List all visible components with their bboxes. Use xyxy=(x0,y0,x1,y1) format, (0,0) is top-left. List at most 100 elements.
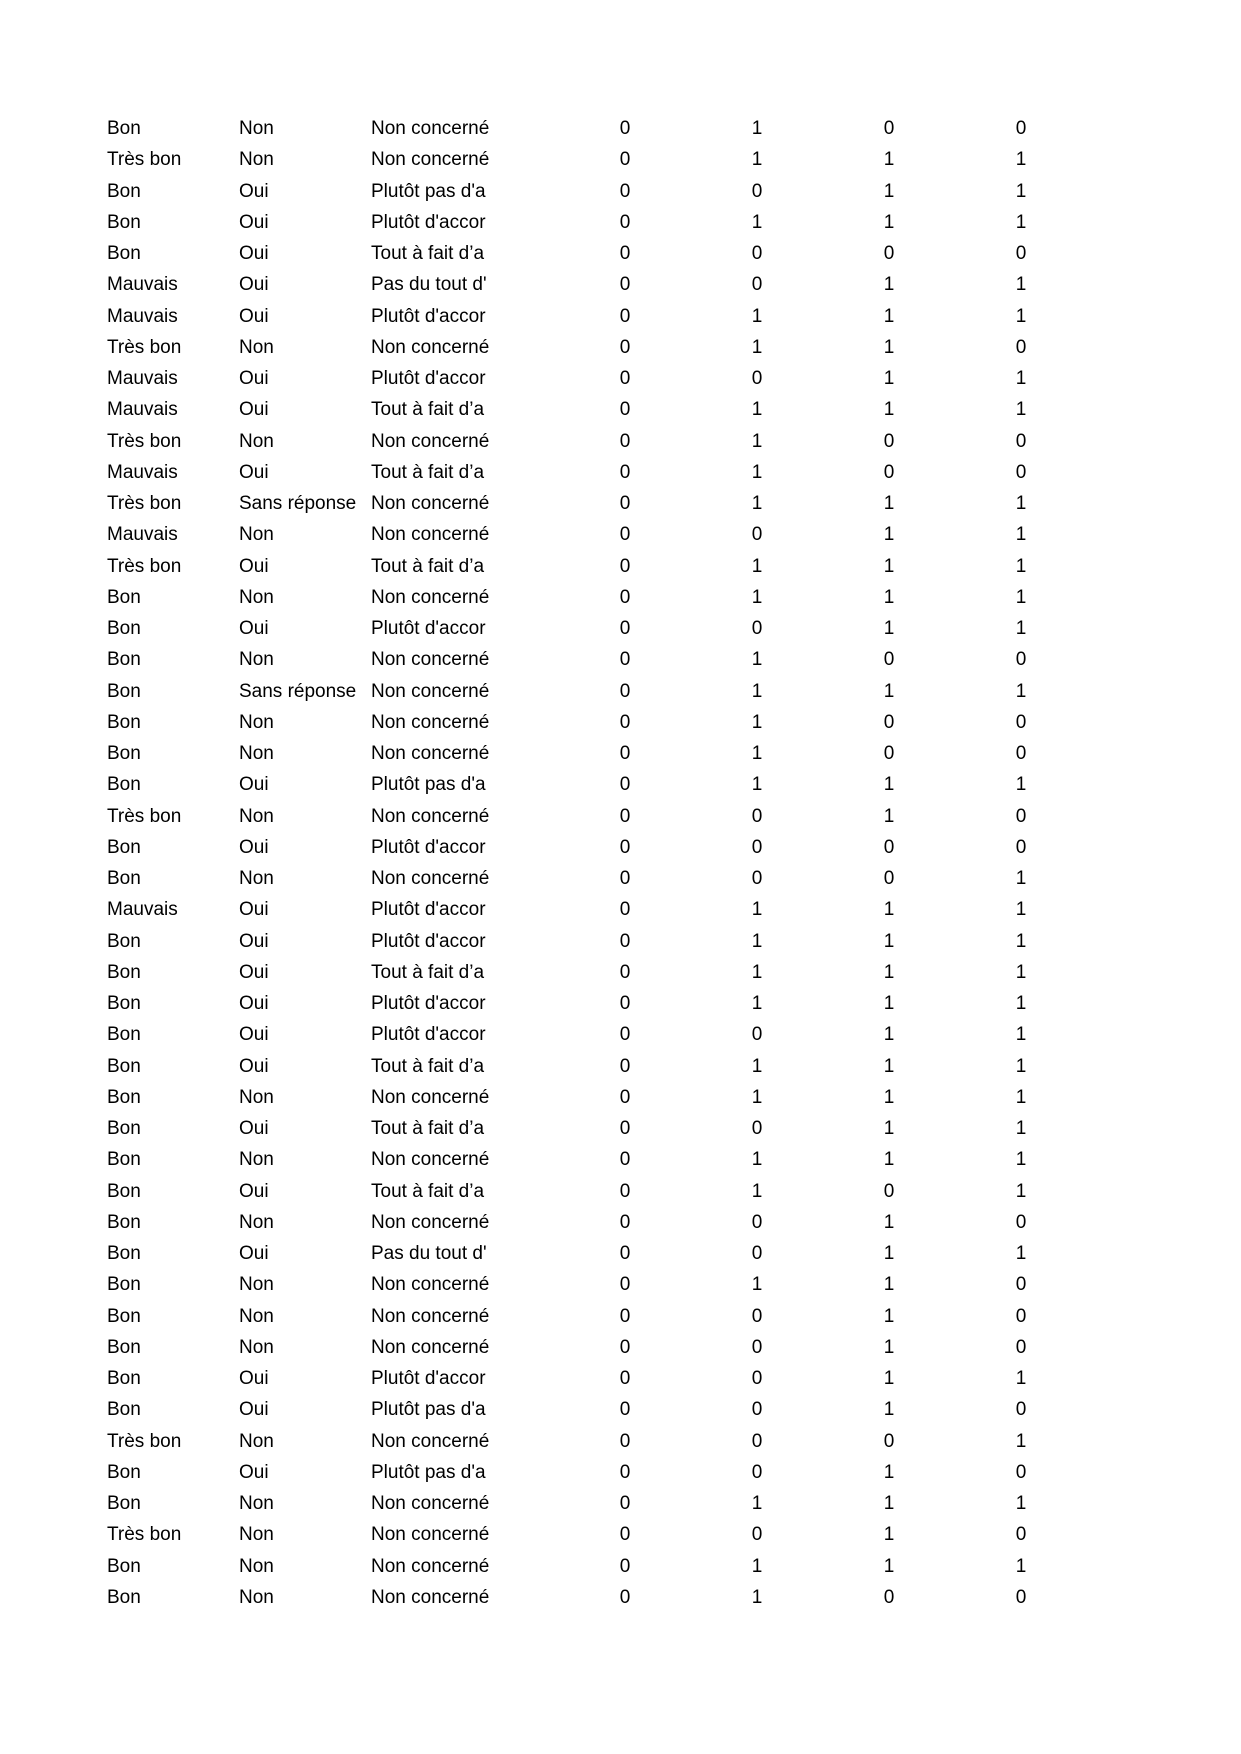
yes-no-cell: Non xyxy=(239,1430,274,1452)
table-row: Bon Oui Plutôt d'accor 0 0 1 1 xyxy=(0,1367,1241,1398)
yes-no-cell: Oui xyxy=(239,1024,269,1046)
value-cell-3: 1 xyxy=(883,618,895,639)
value-cell-1: 0 xyxy=(619,1305,631,1327)
table-row: Très bon Non Non concerné 0 0 1 0 xyxy=(0,805,1241,836)
value-cell-3: 1 xyxy=(883,774,895,796)
value-cell-4: 1 xyxy=(1015,1149,1027,1171)
agreement-cell: Tout à fait d’a xyxy=(371,243,485,264)
table-row: Bon Oui Pas du tout d' 0 0 1 1 xyxy=(0,1242,1241,1273)
rating-cell: Très bon xyxy=(107,1430,182,1452)
rating-cell: Bon xyxy=(107,1305,141,1327)
agreement-cell: Plutôt pas d'a xyxy=(371,1461,486,1483)
table-row: Bon Oui Tout à fait d’a 0 1 1 1 xyxy=(0,961,1241,992)
value-cell-1: 0 xyxy=(619,1055,631,1077)
yes-no-cell: Oui xyxy=(239,243,269,264)
yes-no-cell: Non xyxy=(239,336,274,358)
rating-cell: Très bon xyxy=(107,336,182,358)
value-cell-2: 0 xyxy=(751,243,763,264)
value-cell-4: 0 xyxy=(1015,649,1027,671)
value-cell-2: 1 xyxy=(751,1180,763,1202)
rating-cell: Bon xyxy=(107,868,141,889)
agreement-cell: Plutôt pas d'a xyxy=(371,180,486,202)
value-cell-3: 1 xyxy=(883,274,895,296)
value-cell-4: 1 xyxy=(1015,1118,1027,1139)
value-cell-2: 1 xyxy=(751,649,763,671)
value-cell-2: 1 xyxy=(751,149,763,171)
agreement-cell: Non concerné xyxy=(371,586,490,608)
value-cell-1: 0 xyxy=(619,1524,631,1546)
value-cell-1: 0 xyxy=(619,1180,631,1202)
rating-cell: Bon xyxy=(107,1149,141,1171)
value-cell-1: 0 xyxy=(619,180,631,202)
agreement-cell: Pas du tout d' xyxy=(371,1243,487,1264)
rating-cell: Bon xyxy=(107,961,141,983)
value-cell-4: 0 xyxy=(1015,118,1027,139)
yes-no-cell: Oui xyxy=(239,899,269,921)
agreement-cell: Pas du tout d' xyxy=(371,274,487,296)
yes-no-cell: Oui xyxy=(239,368,269,389)
yes-no-cell: Non xyxy=(239,649,274,671)
value-cell-1: 0 xyxy=(619,1024,631,1046)
agreement-cell: Plutôt d'accor xyxy=(371,305,486,327)
agreement-cell: Non concerné xyxy=(371,1493,490,1514)
value-cell-4: 1 xyxy=(1015,961,1027,983)
value-cell-3: 0 xyxy=(883,430,895,452)
table-row: Mauvais Oui Plutôt d'accor 0 0 1 1 xyxy=(0,367,1241,398)
yes-no-cell: Sans réponse xyxy=(239,493,357,514)
value-cell-3: 1 xyxy=(883,555,895,577)
value-cell-1: 0 xyxy=(619,493,631,514)
value-cell-2: 0 xyxy=(751,1336,763,1358)
value-cell-3: 1 xyxy=(883,1493,895,1514)
yes-no-cell: Oui xyxy=(239,930,269,952)
yes-no-cell: Non xyxy=(239,524,274,546)
value-cell-1: 0 xyxy=(619,805,631,827)
agreement-cell: Plutôt d'accor xyxy=(371,836,486,858)
value-cell-4: 0 xyxy=(1015,1336,1027,1358)
value-cell-3: 1 xyxy=(883,930,895,952)
yes-no-cell: Non xyxy=(239,1336,274,1358)
value-cell-3: 1 xyxy=(883,1086,895,1108)
table-row: Bon Non Non concerné 0 1 1 1 xyxy=(0,1148,1241,1179)
value-cell-3: 0 xyxy=(883,649,895,671)
value-cell-4: 1 xyxy=(1015,1055,1027,1077)
value-cell-4: 1 xyxy=(1015,1430,1027,1452)
table-row: Bon Non Non concerné 0 1 1 0 xyxy=(0,1273,1241,1304)
value-cell-4: 0 xyxy=(1015,1461,1027,1483)
value-cell-1: 0 xyxy=(619,868,631,889)
yes-no-cell: Oui xyxy=(239,618,269,639)
value-cell-2: 1 xyxy=(751,1055,763,1077)
value-cell-2: 0 xyxy=(751,180,763,202)
rating-cell: Bon xyxy=(107,836,141,858)
table-row: Mauvais Oui Tout à fait d’a 0 1 1 1 xyxy=(0,398,1241,429)
value-cell-2: 0 xyxy=(751,274,763,296)
value-cell-2: 1 xyxy=(751,430,763,452)
value-cell-3: 1 xyxy=(883,805,895,827)
value-cell-2: 1 xyxy=(751,211,763,233)
value-cell-1: 0 xyxy=(619,1118,631,1139)
yes-no-cell: Non xyxy=(239,1555,274,1577)
rating-cell: Mauvais xyxy=(107,399,178,421)
value-cell-3: 0 xyxy=(883,1180,895,1202)
value-cell-2: 1 xyxy=(751,680,763,702)
agreement-cell: Tout à fait d’a xyxy=(371,961,485,983)
value-cell-1: 0 xyxy=(619,961,631,983)
agreement-cell: Non concerné xyxy=(371,1586,490,1608)
value-cell-3: 1 xyxy=(883,680,895,702)
value-cell-4: 1 xyxy=(1015,993,1027,1014)
value-cell-2: 0 xyxy=(751,1243,763,1264)
agreement-cell: Plutôt d'accor xyxy=(371,1024,486,1046)
value-cell-1: 0 xyxy=(619,461,631,483)
value-cell-2: 1 xyxy=(751,555,763,577)
value-cell-1: 0 xyxy=(619,618,631,639)
rating-cell: Bon xyxy=(107,1180,141,1202)
yes-no-cell: Oui xyxy=(239,1243,269,1264)
yes-no-cell: Oui xyxy=(239,555,269,577)
value-cell-1: 0 xyxy=(619,899,631,921)
value-cell-4: 1 xyxy=(1015,618,1027,639)
value-cell-3: 1 xyxy=(883,305,895,327)
rating-cell: Bon xyxy=(107,180,141,202)
rating-cell: Bon xyxy=(107,1086,141,1108)
value-cell-2: 0 xyxy=(751,1430,763,1452)
value-cell-3: 1 xyxy=(883,493,895,514)
agreement-cell: Non concerné xyxy=(371,1524,490,1546)
